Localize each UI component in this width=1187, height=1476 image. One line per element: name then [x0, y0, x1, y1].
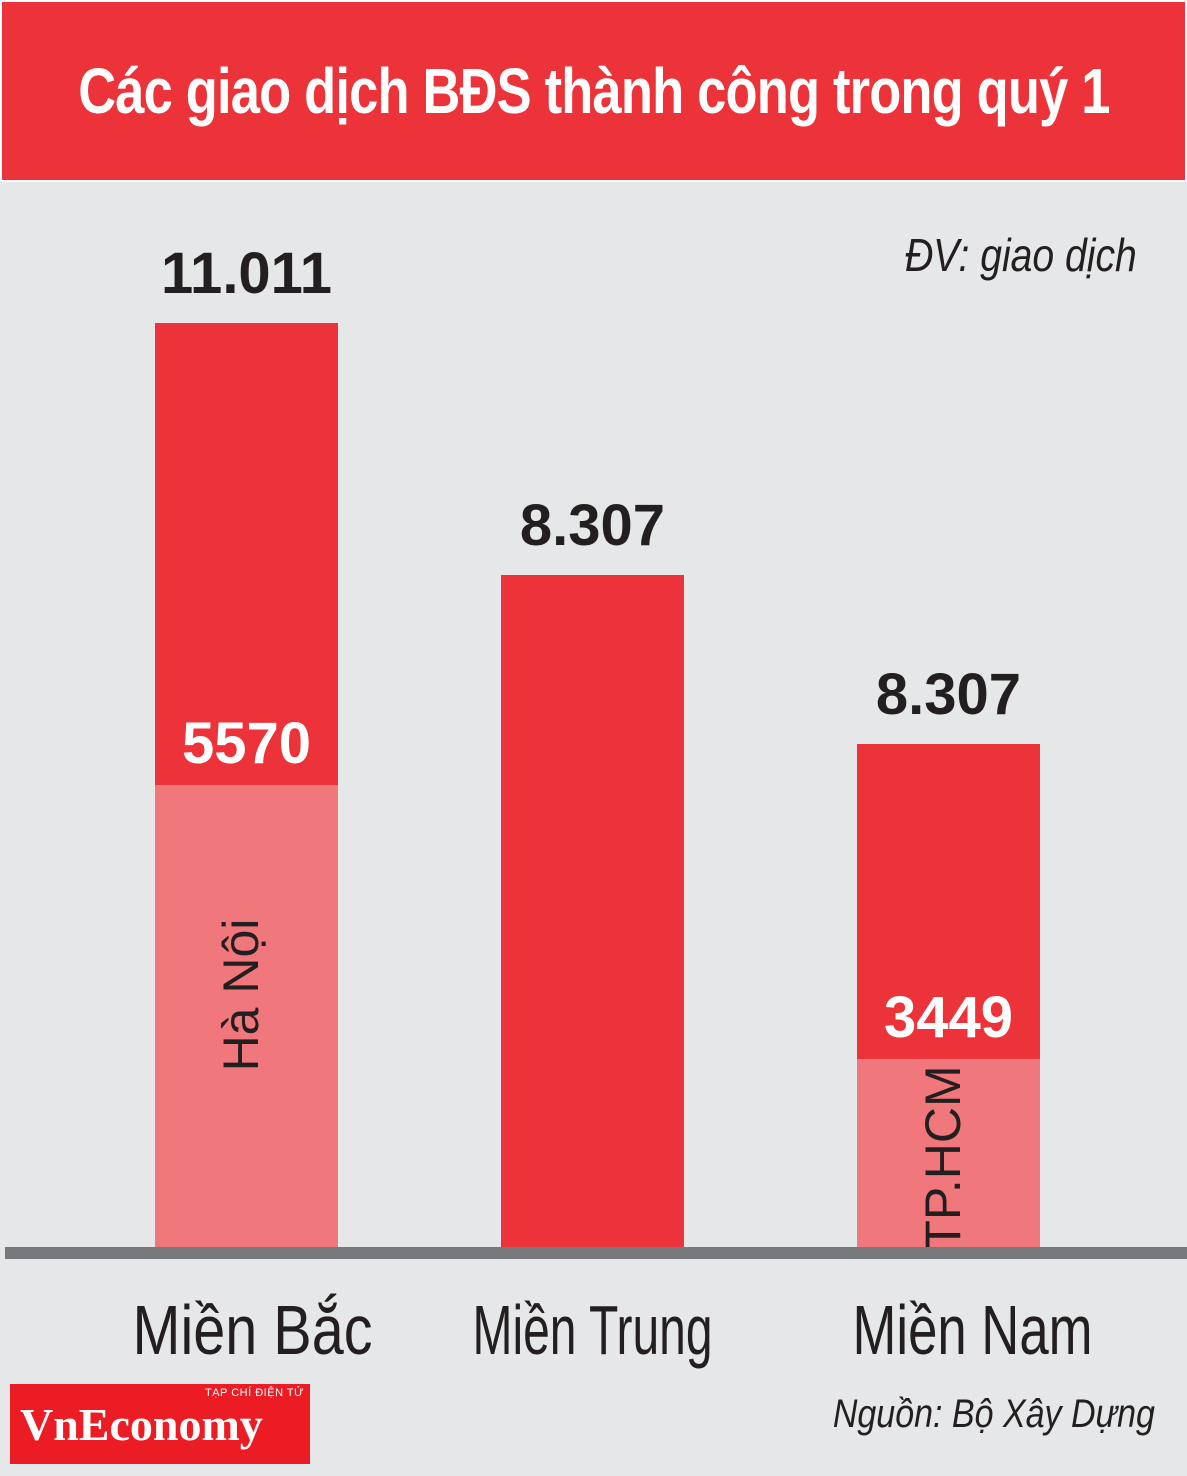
city-value-label: 3449: [884, 985, 1013, 1050]
source-note: Nguồn: Bộ Xây Dựng: [832, 1392, 1155, 1436]
bar-city-1: [155, 785, 338, 1247]
city-name-label: Hà Nội: [213, 919, 269, 1072]
bar-city-3: [857, 1059, 1040, 1247]
city-name-label: TP.HCM: [915, 1065, 971, 1250]
category-label: Miền Nam: [853, 1291, 1093, 1369]
title-banner: Các giao dịch BĐS thành công trong quý 1: [0, 0, 1187, 182]
bar-total-2: [501, 575, 684, 1247]
category-label: Miền Bắc: [133, 1291, 373, 1369]
logo-text: VnEconomy: [20, 1399, 263, 1450]
total-value-label: 8.307: [520, 493, 665, 558]
total-value-label: 8.307: [876, 662, 1021, 727]
city-value-label: 5570: [182, 711, 311, 776]
unit-label: ĐV: giao dịch: [905, 229, 1137, 281]
chart-title: Các giao dịch BĐS thành công trong quý 1: [77, 55, 1110, 127]
total-value-label: 11.011: [161, 241, 332, 306]
x-axis-line: [5, 1247, 1187, 1259]
logo-subtext: TẠP CHÍ ĐIỆN TỬ: [204, 1387, 304, 1399]
vneconomy-logo: TẠP CHÍ ĐIỆN TỬ VnEconomy: [10, 1384, 310, 1464]
category-label: Miền Trung: [473, 1291, 713, 1369]
